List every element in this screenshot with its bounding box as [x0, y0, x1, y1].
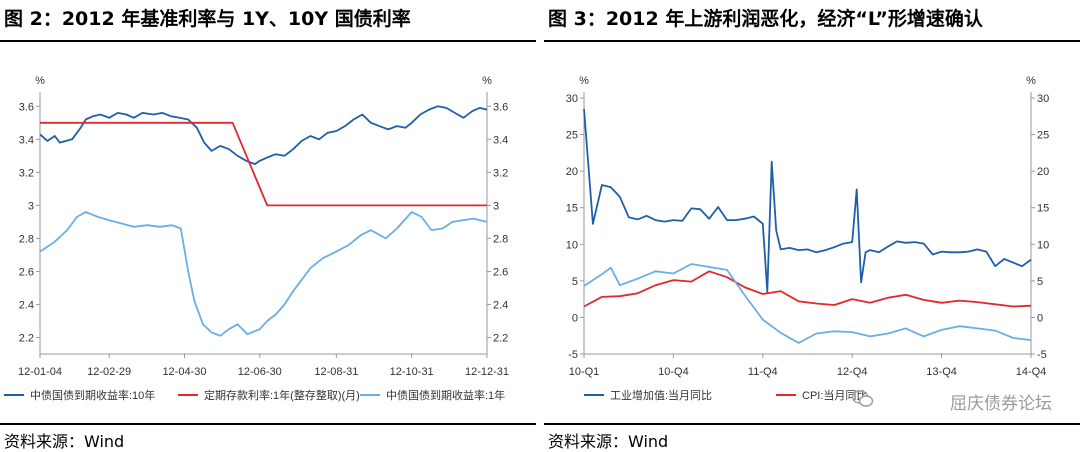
series-line-2: [40, 121, 487, 207]
y-tick-label-left: 3.2: [19, 167, 34, 179]
legend-label: CPI:当月同比: [802, 388, 867, 402]
series-line-3: [39, 211, 488, 337]
figure-3-source: 资料来源：Wind: [548, 432, 669, 451]
wechat-icon: [852, 390, 874, 407]
y-tick-label-left: 15: [566, 203, 578, 215]
x-tick-label: 11-Q4: [748, 366, 778, 378]
y-tick-label-left: 20: [566, 166, 578, 178]
y-tick-label-right: 3.2: [493, 167, 508, 179]
y-unit-right: %: [482, 75, 492, 87]
x-tick-label: 12-01-04: [18, 366, 62, 378]
y-tick-label-right: 10: [1037, 239, 1049, 251]
y-tick-label-left: 3: [28, 200, 34, 212]
y-tick-label-right: 3.6: [493, 101, 508, 113]
y-tick-label-right: 2.4: [493, 299, 508, 311]
figure-2-source: 资料来源：Wind: [4, 432, 125, 451]
x-tick-label: 13-Q4: [926, 366, 957, 378]
y-tick-label-right: 30: [1037, 93, 1049, 105]
y-tick-label-right: 15: [1037, 203, 1049, 215]
y-tick-label-left: 5: [572, 276, 578, 288]
figure-3-title: 图 3：2012 年上游利润恶化，经济“L”形增速确认: [548, 8, 983, 30]
legend-label: 中债国债到期收益率:10年: [30, 388, 155, 402]
y-tick-label-right: 5: [1037, 276, 1043, 288]
y-tick-label-right: 2.2: [493, 332, 508, 344]
x-tick-label: 12-06-30: [238, 366, 282, 378]
x-tick-label: 14-Q4: [1016, 366, 1047, 378]
x-tick-label: 12-08-31: [314, 366, 358, 378]
x-tick-label: 10-Q1: [569, 366, 600, 378]
series-line-2: [583, 270, 1032, 308]
x-tick-label: 12-12-31: [465, 366, 509, 378]
y-tick-label-left: -5: [568, 349, 578, 361]
y-tick-label-left: 10: [566, 239, 578, 251]
y-unit-left: %: [579, 75, 589, 87]
x-tick-label: 12-02-29: [87, 366, 131, 378]
title-rule: [544, 40, 1080, 42]
y-tick-label-left: 3.4: [19, 134, 34, 146]
y-tick-label-left: 0: [572, 312, 578, 324]
y-tick-label-left: 2.2: [19, 332, 34, 344]
y-tick-label-right: 20: [1037, 166, 1049, 178]
y-tick-label-left: 2.8: [19, 233, 34, 245]
y-tick-label-right: 25: [1037, 130, 1049, 142]
x-tick-label: 10-Q4: [658, 366, 689, 378]
series-line-1: [583, 108, 1032, 293]
figure-2-title: 图 2：2012 年基准利率与 1Y、10Y 国债利率: [4, 8, 411, 30]
source-rule: [544, 423, 1080, 425]
title-rule: [0, 40, 536, 42]
series-line-1: [39, 105, 488, 165]
y-unit-left: %: [35, 75, 45, 87]
figure-2-panel: 图 2：2012 年基准利率与 1Y、10Y 国债利率 %% 2.2 2.2 2.4 2…: [0, 0, 536, 451]
x-tick-label: 12-10-31: [390, 366, 434, 378]
x-tick-label: 12-04-30: [162, 366, 206, 378]
y-tick-label-left: 3.6: [19, 101, 34, 113]
y-tick-label-right: 2.8: [493, 233, 508, 245]
figure-2-chart: % % 2.2 2.2 2.4 2.4 2.6 2.6 2.8 2.8 3 3 3.2 3.2 3.4 3.4…: [4, 75, 509, 402]
legend-label: 中债国债到期收益率:1年: [386, 388, 505, 402]
y-unit-right: %: [1026, 75, 1036, 87]
series-line-3: [583, 263, 1032, 344]
y-tick-label-right: 3.4: [493, 134, 508, 146]
y-tick-label-right: 2.6: [493, 266, 508, 278]
y-tick-label-left: 2.6: [19, 266, 34, 278]
y-tick-label-left: 30: [566, 93, 578, 105]
y-tick-label-right: 0: [1037, 312, 1043, 324]
figure-3-chart: % % -5 -5 0 0 5 5 10 10 15 15 20 20 25 25 30 30 10-Q1 10-Q4…: [566, 75, 1050, 402]
watermark: 屈庆债券论坛: [950, 394, 1052, 414]
y-tick-label-left: 2.4: [19, 299, 34, 311]
y-tick-label-right: -5: [1037, 349, 1047, 361]
y-tick-label-left: 25: [566, 130, 578, 142]
figure-3-panel: 图 3：2012 年上游利润恶化，经济“L”形增速确认 %% -5 -5 0 0 5 5 10…: [544, 0, 1080, 451]
legend-label: 定期存款利率:1年(整存整取)(月): [204, 388, 360, 402]
y-tick-label-right: 3: [493, 200, 499, 212]
source-rule: [0, 423, 536, 425]
legend-label: 工业增加值:当月同比: [610, 388, 712, 402]
x-tick-label: 12-Q4: [837, 366, 868, 378]
